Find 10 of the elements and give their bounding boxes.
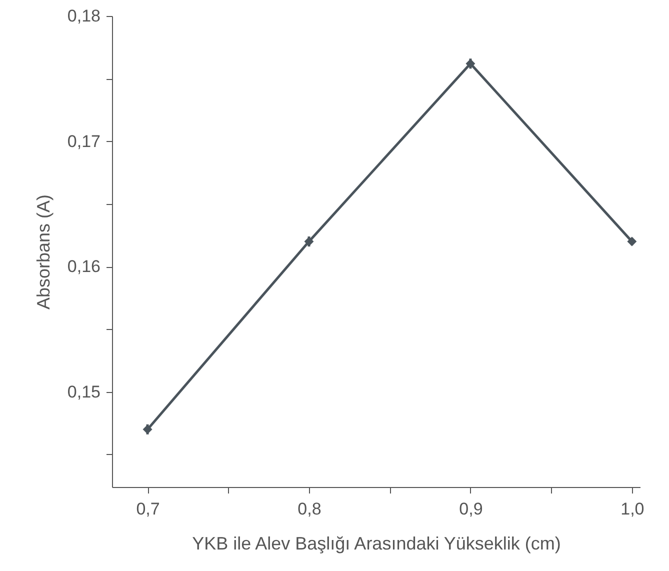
x-tick-label: 1,0 [620,500,644,518]
x-tick-label: 0,8 [298,500,322,518]
y-tick-label: 0,15 [67,382,100,402]
x-axis-title: YKB ile Alev Başlığı Arasındaki Yükseklik (cm) [192,534,561,554]
y-tick-label: 0,17 [67,132,100,151]
x-tick-label: 0,7 [136,500,160,518]
y-tick-label: 0,16 [67,257,100,276]
x-tick-label: 0,9 [459,500,483,518]
y-tick-label: 0,18 [67,6,100,26]
y-axis-title: Absorbans (A) [33,194,54,310]
